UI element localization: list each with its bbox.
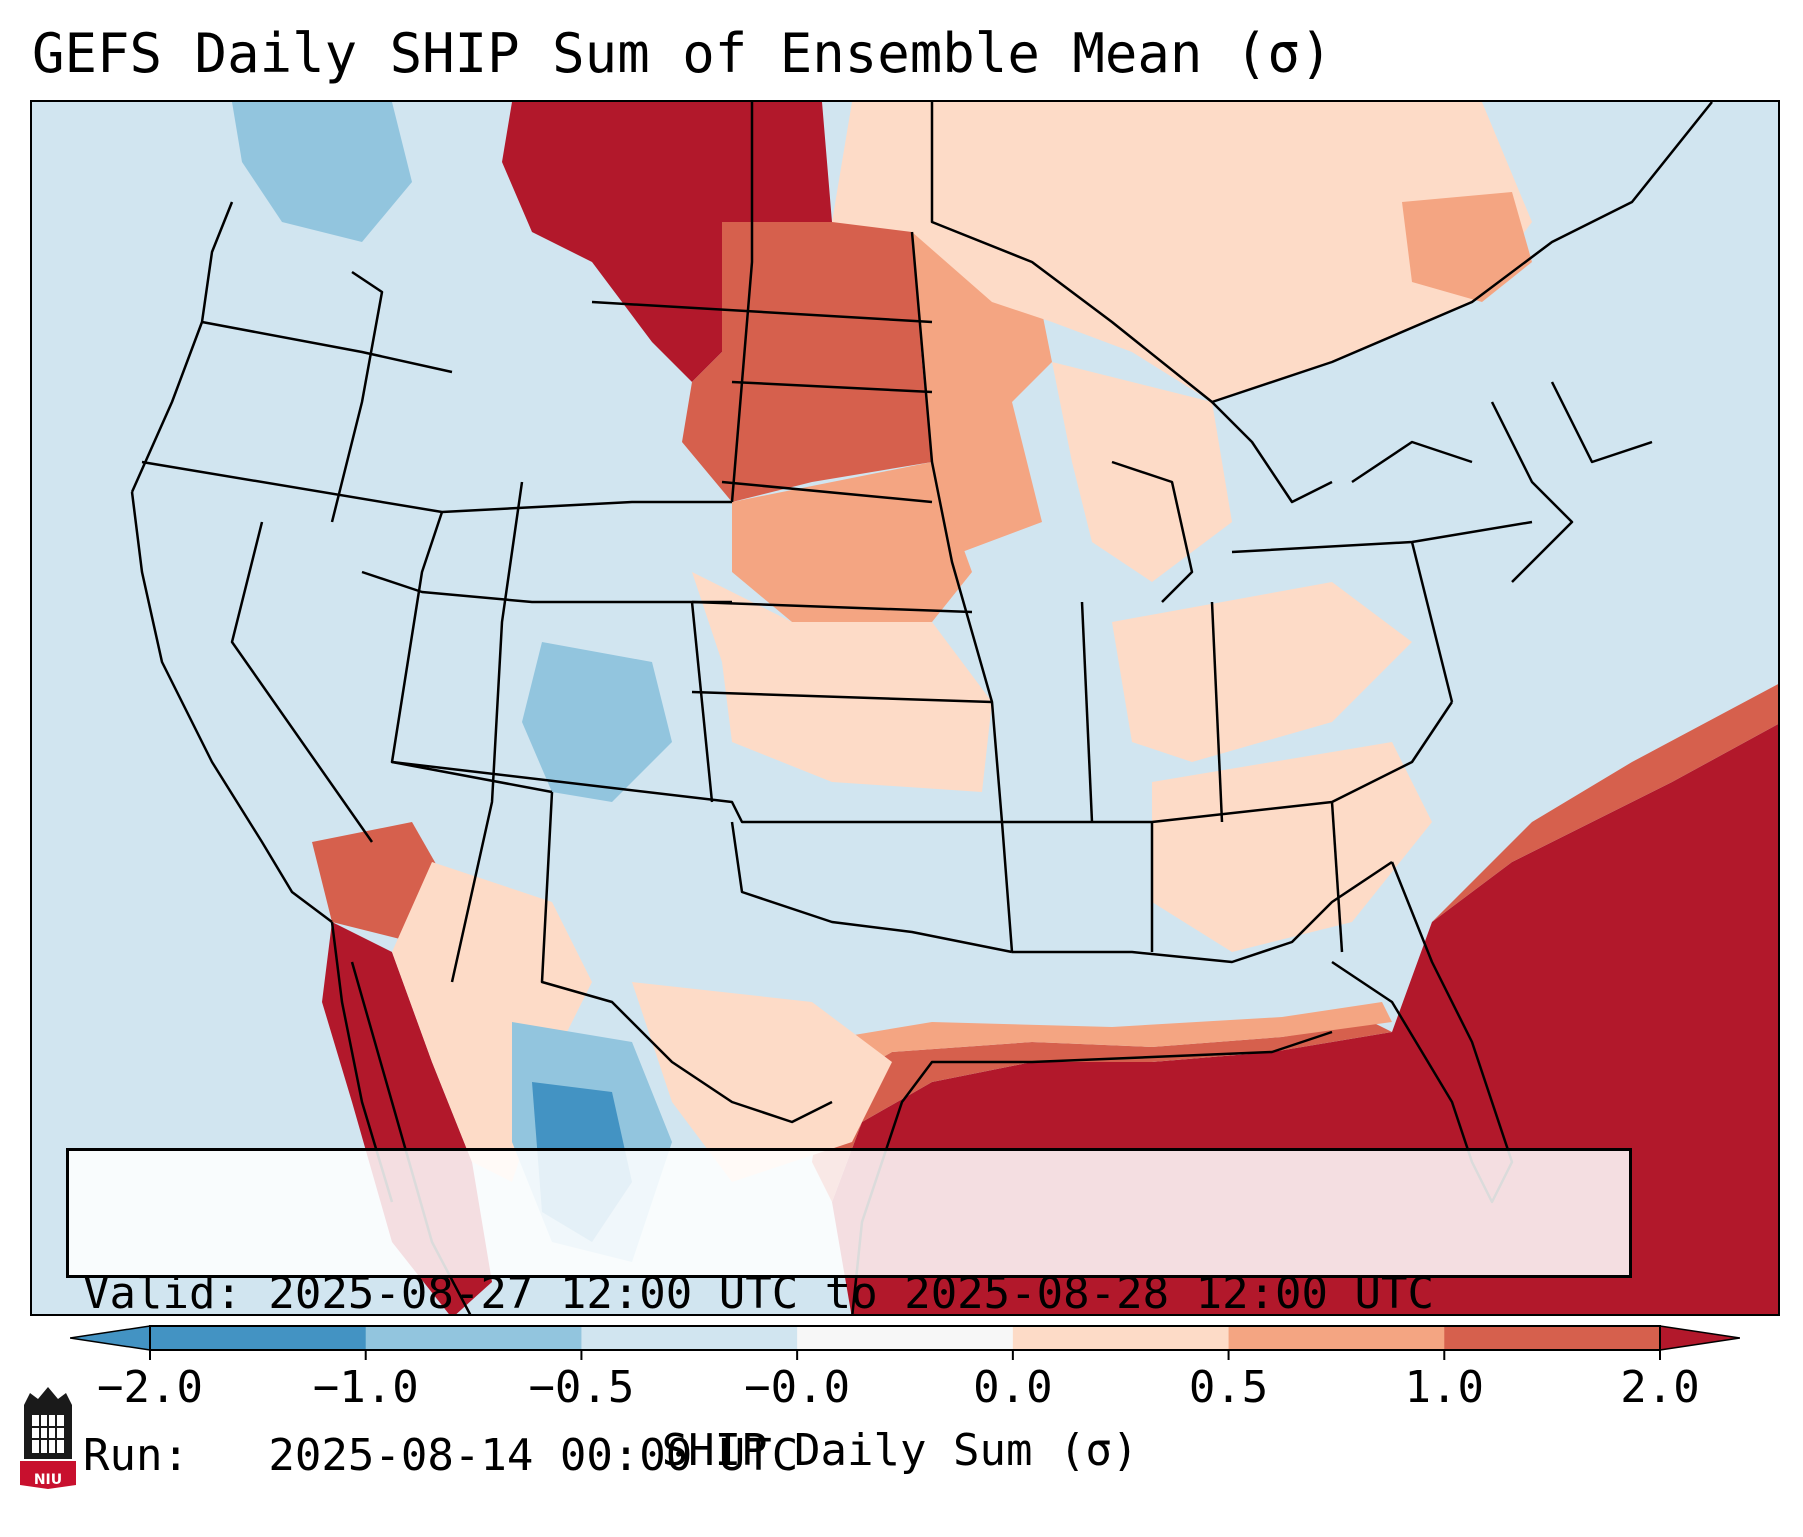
sigma-field-map — [32, 102, 1778, 1314]
dakotas-anomaly-mid — [682, 222, 932, 502]
northern-plains-anomaly-high — [502, 102, 832, 382]
colorbar-label: SHIP Daily Sum (σ) — [661, 1425, 1139, 1476]
run-time-text: Run: 2025-08-14 00:00 UTC — [83, 1430, 799, 1481]
pacific-nw-anomaly-cool — [232, 102, 412, 242]
colorbar-segment — [581, 1326, 798, 1350]
colorbar-segment — [1012, 1326, 1230, 1350]
central-plains-anomaly-pale — [692, 572, 992, 792]
colorbar-tick-label: 0.5 — [1188, 1362, 1269, 1413]
colorbar-segment — [365, 1326, 582, 1350]
chart-title: GEFS Daily SHIP Sum of Ensemble Mean (σ) — [32, 22, 1333, 85]
colorbar-tick-label: −2.0 — [97, 1362, 203, 1413]
central-plains-anomaly-light — [732, 462, 972, 622]
colorbar-segment — [1444, 1326, 1661, 1350]
colorbar-outline — [149, 1325, 1661, 1351]
info-box: Valid: 2025-08-27 12:00 UTC to 2025-08-2… — [66, 1148, 1632, 1481]
colorbar-segment — [150, 1326, 367, 1350]
ohio-valley-anomaly-pale — [1112, 582, 1412, 762]
niu-logo-graphic — [20, 1387, 76, 1489]
gulf-edge-mid — [812, 1022, 1392, 1202]
colorbar — [70, 1325, 1740, 1360]
upper-midwest-anomaly-light — [912, 232, 1052, 552]
colorado-anomaly-cool — [522, 642, 672, 802]
valid-time-text: Valid: 2025-08-27 12:00 UTC to 2025-08-2… — [83, 1268, 1435, 1319]
atlantic-anomaly-mid — [1432, 684, 1778, 922]
colorbar-extend-low — [70, 1325, 151, 1351]
texas-anomaly-pale — [632, 982, 892, 1182]
colorbar-tick-label: −0.0 — [744, 1362, 851, 1413]
quebec-anomaly-light — [1402, 192, 1532, 302]
mexico-anomaly-pale — [392, 862, 592, 1182]
gulf-edge-light — [792, 1002, 1392, 1102]
colorbar-segment — [1228, 1326, 1445, 1350]
colorbar-tick-label: 2.0 — [1620, 1362, 1700, 1413]
niu-logo-text: NIU — [33, 1472, 63, 1488]
colorbar-extend-high — [1659, 1325, 1740, 1351]
colorbar-tick-label: 1.0 — [1404, 1362, 1485, 1413]
colorbar-tick-label: −0.5 — [528, 1362, 635, 1413]
niu-logo: NIU — [18, 1385, 78, 1490]
canada-anomaly-pale — [832, 102, 1532, 402]
colorbar-tick-label: −1.0 — [312, 1362, 419, 1413]
map-panel — [30, 100, 1780, 1316]
boundary-lines — [130, 102, 1713, 1314]
colorbar-tick-label: 0.0 — [973, 1362, 1053, 1413]
colorbar-segment — [797, 1326, 1014, 1350]
